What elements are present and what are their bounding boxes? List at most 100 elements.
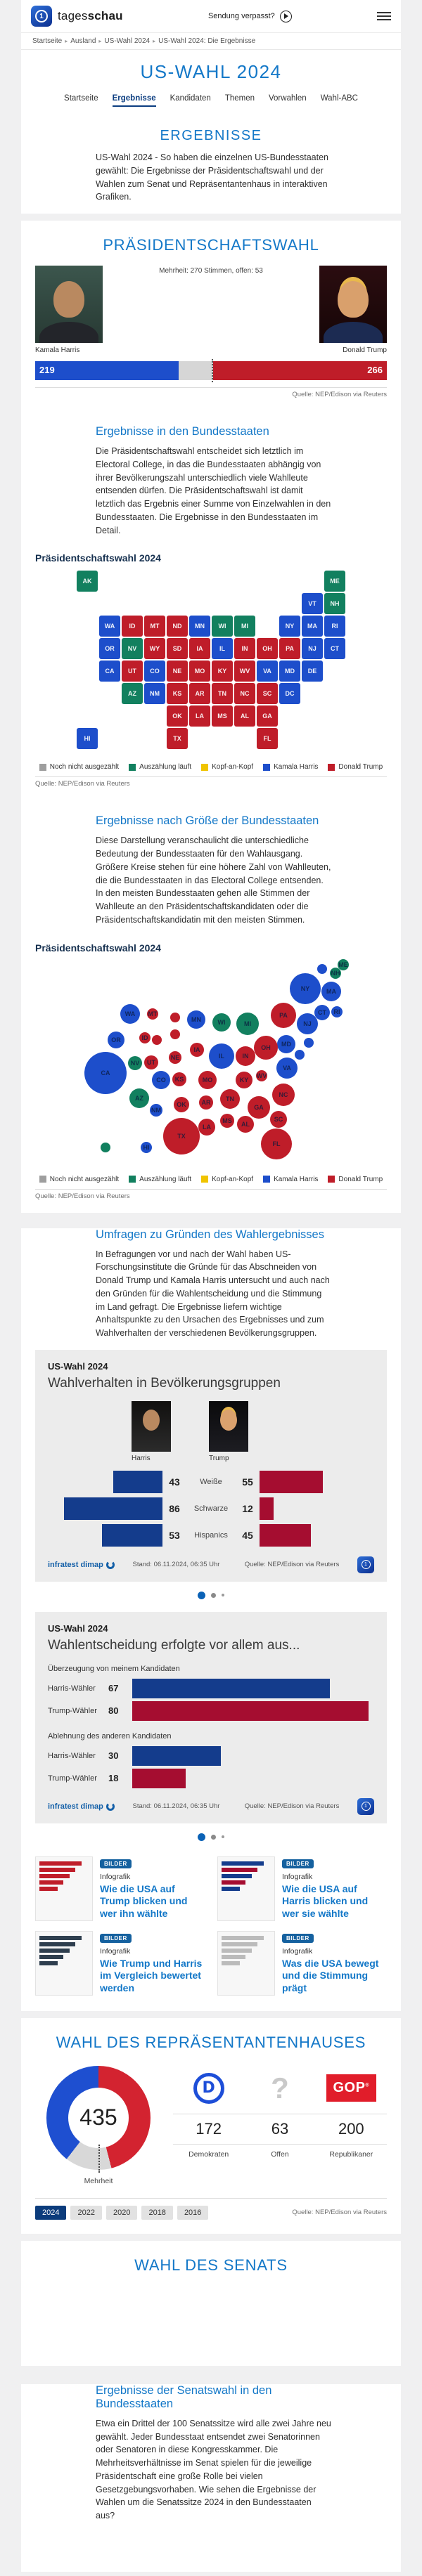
menu-icon[interactable] bbox=[377, 12, 391, 20]
bubble-MN[interactable]: MN bbox=[187, 1010, 205, 1029]
teaser-item[interactable]: BILDER Infografik Wie die USA auf Trump bl… bbox=[35, 1856, 205, 1921]
bubble-UT[interactable]: UT bbox=[144, 1055, 158, 1069]
bubble-HI[interactable]: HI bbox=[141, 1141, 152, 1153]
state-NM[interactable]: NM bbox=[144, 683, 165, 705]
state-WV[interactable]: WV bbox=[234, 661, 255, 682]
breadcrumb-item[interactable]: Ausland bbox=[70, 37, 96, 45]
bubble-ND[interactable] bbox=[170, 1012, 180, 1022]
state-UT[interactable]: UT bbox=[122, 661, 143, 682]
state-VA[interactable]: VA bbox=[257, 661, 278, 682]
state-LA[interactable]: LA bbox=[189, 705, 210, 727]
bubble-MO[interactable]: MO bbox=[198, 1070, 217, 1089]
bubble-ME[interactable]: ME bbox=[338, 958, 349, 970]
carousel-dot[interactable] bbox=[211, 1834, 216, 1840]
bubble-IL[interactable]: IL bbox=[209, 1043, 234, 1069]
tab-vorwahlen[interactable]: Vorwahlen bbox=[269, 94, 307, 103]
state-WY[interactable]: WY bbox=[144, 638, 165, 660]
bubble-PA[interactable]: PA bbox=[271, 1002, 296, 1028]
year-button-2016[interactable]: 2016 bbox=[177, 2205, 209, 2220]
bubble-NE[interactable]: NE bbox=[169, 1050, 181, 1064]
state-MA[interactable]: MA bbox=[302, 616, 323, 637]
state-NE[interactable]: NE bbox=[167, 661, 188, 682]
state-OK[interactable]: OK bbox=[167, 705, 188, 727]
bubble-FL[interactable]: FL bbox=[261, 1128, 292, 1159]
bubble-VT[interactable] bbox=[317, 963, 327, 974]
state-CT[interactable]: CT bbox=[324, 638, 345, 660]
bubble-AK[interactable] bbox=[101, 1142, 110, 1152]
state-TX[interactable]: TX bbox=[167, 728, 188, 750]
bubble-MS[interactable]: MS bbox=[220, 1113, 234, 1128]
bubble-IA[interactable]: IA bbox=[190, 1042, 204, 1057]
bubble-GA[interactable]: GA bbox=[248, 1095, 270, 1119]
tab-wahl-abc[interactable]: Wahl-ABC bbox=[320, 94, 358, 103]
state-MN[interactable]: MN bbox=[189, 616, 210, 637]
bubble-ID[interactable]: ID bbox=[139, 1032, 151, 1043]
bubble-NY[interactable]: NY bbox=[290, 972, 321, 1004]
carousel-dot[interactable] bbox=[222, 1594, 224, 1597]
state-OR[interactable]: OR bbox=[99, 638, 120, 660]
state-MO[interactable]: MO bbox=[189, 661, 210, 682]
sendung-verpasst-link[interactable]: Sendung verpasst? bbox=[123, 10, 377, 22]
teaser-title[interactable]: Wie die USA auf Trump blicken und wer ih… bbox=[100, 1882, 188, 1919]
state-NH[interactable]: NH bbox=[324, 593, 345, 615]
state-MI[interactable]: MI bbox=[234, 616, 255, 637]
tab-themen[interactable]: Themen bbox=[224, 94, 255, 103]
state-WA[interactable]: WA bbox=[99, 616, 120, 637]
bubble-WY[interactable] bbox=[152, 1034, 162, 1045]
carousel-dot[interactable] bbox=[211, 1592, 216, 1598]
bubble-CT[interactable]: CT bbox=[314, 1004, 330, 1020]
state-ID[interactable]: ID bbox=[122, 616, 143, 637]
tab-ergebnisse[interactable]: Ergebnisse bbox=[112, 94, 156, 107]
state-WI[interactable]: WI bbox=[212, 616, 233, 637]
state-CA[interactable]: CA bbox=[99, 661, 120, 682]
bubble-DE[interactable] bbox=[304, 1037, 314, 1048]
bubble-IN[interactable]: IN bbox=[236, 1046, 255, 1066]
state-DE[interactable]: DE bbox=[302, 661, 323, 682]
bubble-MD[interactable]: MD bbox=[277, 1034, 295, 1053]
bubble-AZ[interactable]: AZ bbox=[129, 1088, 149, 1108]
year-button-2022[interactable]: 2022 bbox=[70, 2205, 102, 2220]
teaser-title[interactable]: Wie Trump und Harris im Vergleich bewert… bbox=[100, 1957, 203, 1993]
state-TN[interactable]: TN bbox=[212, 683, 233, 705]
year-button-2024[interactable]: 2024 bbox=[35, 2205, 67, 2220]
carousel-dot[interactable] bbox=[222, 1835, 224, 1839]
state-MD[interactable]: MD bbox=[279, 661, 300, 682]
state-IN[interactable]: IN bbox=[234, 638, 255, 660]
bubble-SD[interactable] bbox=[170, 1029, 180, 1039]
state-AR[interactable]: AR bbox=[189, 683, 210, 705]
bubble-WV[interactable]: WV bbox=[256, 1069, 267, 1081]
bubble-KS[interactable]: KS bbox=[172, 1072, 186, 1086]
bubble-AR[interactable]: AR bbox=[199, 1095, 213, 1110]
bubble-MT[interactable]: MT bbox=[147, 1008, 158, 1020]
bubble-NM[interactable]: NM bbox=[150, 1103, 162, 1117]
bubble-DC[interactable] bbox=[295, 1049, 305, 1060]
state-DC[interactable]: DC bbox=[279, 683, 300, 705]
state-AL[interactable]: AL bbox=[234, 705, 255, 727]
state-AZ[interactable]: AZ bbox=[122, 683, 143, 705]
state-SD[interactable]: SD bbox=[167, 638, 188, 660]
breadcrumb-item[interactable]: Startseite bbox=[32, 37, 63, 45]
tab-kandidaten[interactable]: Kandidaten bbox=[170, 94, 211, 103]
state-IL[interactable]: IL bbox=[212, 638, 233, 660]
bubble-MA[interactable]: MA bbox=[321, 981, 341, 1001]
bubble-WI[interactable]: WI bbox=[212, 1013, 231, 1032]
state-NJ[interactable]: NJ bbox=[302, 638, 323, 660]
year-button-2018[interactable]: 2018 bbox=[141, 2205, 173, 2220]
bubble-OK[interactable]: OK bbox=[174, 1096, 189, 1112]
breadcrumb-item[interactable]: US-Wahl 2024: Die Ergebnisse bbox=[158, 37, 256, 45]
bubble-AL[interactable]: AL bbox=[237, 1115, 254, 1133]
bubble-OH[interactable]: OH bbox=[254, 1035, 278, 1060]
state-NC[interactable]: NC bbox=[234, 683, 255, 705]
us-bubble-map[interactable]: WA OR CA CO NM MN IL VA NY MA CT RI NJ MD HI ID MT UT NE KS… bbox=[35, 958, 387, 1164]
bubble-NC[interactable]: NC bbox=[272, 1083, 295, 1106]
bubble-WA[interactable]: WA bbox=[120, 1003, 140, 1024]
state-NY[interactable]: NY bbox=[279, 616, 300, 637]
electoral-college-bar[interactable]: 219 266 bbox=[35, 359, 387, 382]
state-KS[interactable]: KS bbox=[167, 683, 188, 705]
carousel-dot[interactable] bbox=[198, 1833, 205, 1841]
state-HI[interactable]: HI bbox=[77, 728, 98, 750]
house-donut-chart[interactable]: 435 bbox=[46, 2065, 151, 2173]
bubble-NH[interactable]: NH bbox=[330, 967, 341, 979]
bubble-NV[interactable]: NV bbox=[128, 1055, 142, 1070]
bubble-OR[interactable]: OR bbox=[108, 1031, 124, 1048]
